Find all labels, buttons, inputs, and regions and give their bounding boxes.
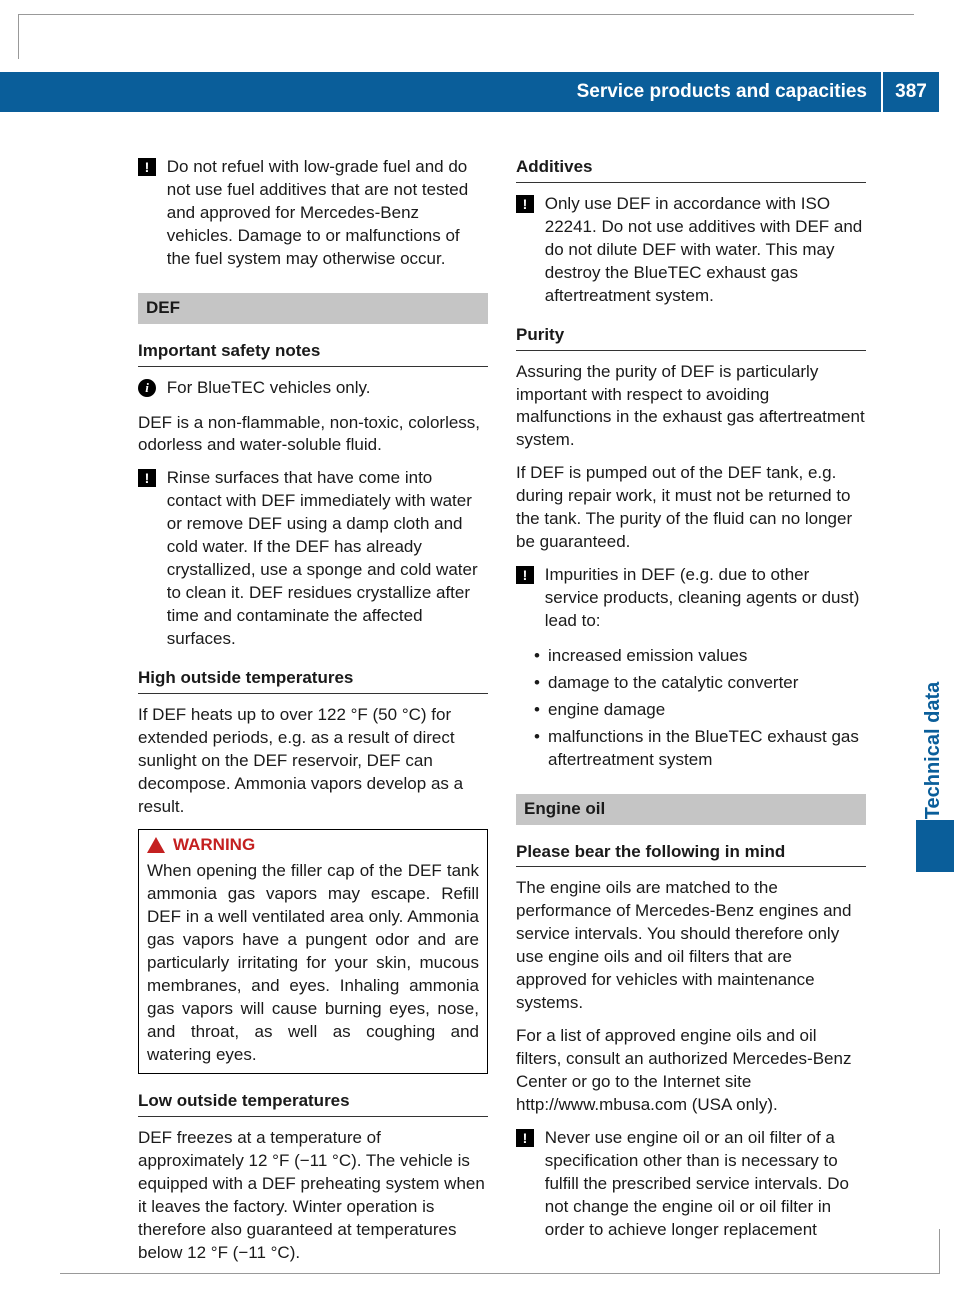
exclamation-icon: !	[516, 566, 534, 584]
warning-triangle-icon	[147, 837, 165, 853]
left-column: ! Do not refuel with low-grade fuel and …	[138, 156, 488, 1274]
exclamation-icon: !	[138, 469, 156, 487]
warning-box: WARNING When opening the filler cap of t…	[138, 829, 488, 1074]
high-temp-heading: High outside temperatures	[138, 667, 488, 694]
list-item: engine damage	[534, 699, 866, 722]
safety-notes-heading: Important safety notes	[138, 340, 488, 367]
high-temp-text: If DEF heats up to over 122 °F (50 °C) f…	[138, 704, 488, 819]
list-item: malfunctions in the BlueTEC exhaust gas …	[534, 726, 866, 772]
list-item: increased emission values	[534, 645, 866, 668]
exclamation-icon: !	[516, 195, 534, 213]
fuel-warning-text: Do not refuel with low-grade fuel and do…	[165, 156, 485, 271]
impurities-note: ! Impurities in DEF (e.g. due to other s…	[516, 564, 866, 633]
engine-oil-p2: For a list of approved engine oils and o…	[516, 1025, 866, 1117]
page-corner-bottom-right	[939, 1229, 940, 1274]
warning-header: WARNING	[139, 830, 487, 861]
list-item: damage to the catalytic converter	[534, 672, 866, 695]
purity-p2: If DEF is pumped out of the DEF tank, e.…	[516, 462, 866, 554]
bluetec-info: i For BlueTEC vehicles only.	[138, 377, 488, 400]
warning-body: When opening the filler cap of the DEF t…	[139, 860, 487, 1072]
engine-oil-warning-text: Never use engine oil or an oil filter of…	[543, 1127, 863, 1242]
def-heading: DEF	[138, 293, 488, 324]
low-temp-text: DEF freezes at a temperature of approxim…	[138, 1127, 488, 1265]
engine-oil-heading: Engine oil	[516, 794, 866, 825]
bluetec-info-text: For BlueTEC vehicles only.	[165, 377, 485, 400]
page-corner-top-left	[18, 14, 19, 59]
impurities-list: increased emission values damage to the …	[516, 645, 866, 772]
fuel-warning-note: ! Do not refuel with low-grade fuel and …	[138, 156, 488, 271]
purity-heading: Purity	[516, 324, 866, 351]
info-icon: i	[138, 379, 156, 397]
exclamation-icon: !	[138, 158, 156, 176]
engine-oil-warning-note: ! Never use engine oil or an oil filter …	[516, 1127, 866, 1242]
engine-oil-p1: The engine oils are matched to the perfo…	[516, 877, 866, 1015]
content-area: ! Do not refuel with low-grade fuel and …	[138, 156, 868, 1274]
additives-heading: Additives	[516, 156, 866, 183]
rinse-warning-note: ! Rinse surfaces that have come into con…	[138, 467, 488, 651]
engine-oil-sub-heading: Please bear the following in mind	[516, 841, 866, 868]
side-tab-bg	[916, 820, 954, 872]
additives-warning-text: Only use DEF in accordance with ISO 2224…	[543, 193, 863, 308]
def-description: DEF is a non-flammable, non-toxic, color…	[138, 412, 488, 458]
right-column: Additives ! Only use DEF in accordance w…	[516, 156, 866, 1274]
low-temp-heading: Low outside temperatures	[138, 1090, 488, 1117]
page-corner-top	[18, 14, 914, 15]
warning-label: WARNING	[173, 834, 255, 857]
purity-p1: Assuring the purity of DEF is particular…	[516, 361, 866, 453]
exclamation-icon: !	[516, 1129, 534, 1147]
header-band: Service products and capacities 387	[0, 72, 939, 112]
side-tab-label: Technical data	[921, 681, 948, 818]
additives-warning-note: ! Only use DEF in accordance with ISO 22…	[516, 193, 866, 308]
page-number: 387	[881, 72, 939, 112]
header-title: Service products and capacities	[577, 79, 881, 105]
impurities-intro: Impurities in DEF (e.g. due to other ser…	[543, 564, 863, 633]
rinse-warning-text: Rinse surfaces that have come into conta…	[165, 467, 485, 651]
